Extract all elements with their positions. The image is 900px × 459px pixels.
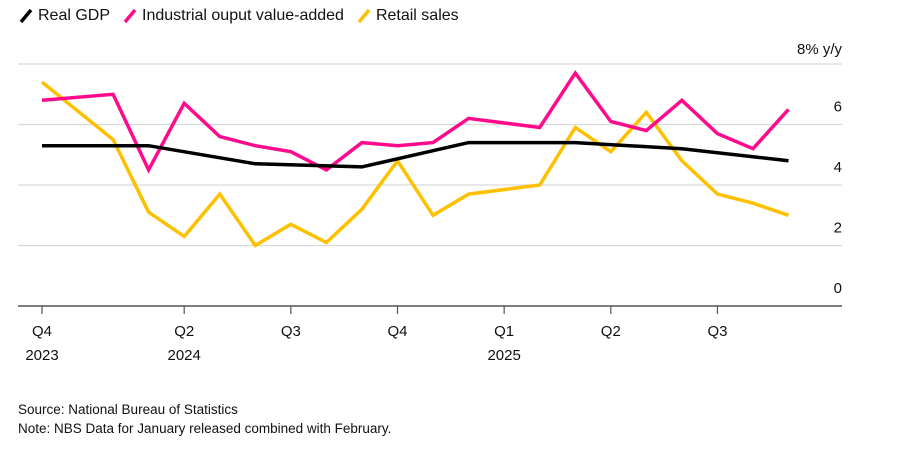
x-tick-label: Q2 [601,323,621,340]
x-tick-label: Q3 [707,323,727,340]
legend-item-industrial-output: Industrial ouput value-added [122,7,344,25]
legend-label: Industrial ouput value-added [142,7,344,24]
legend-label: Retail sales [375,7,459,24]
y-tick-label: 0 [834,280,842,297]
legend-label: Real GDP [38,7,111,24]
y-tick-label: 2 [834,220,842,237]
x-tick-year-label: 2023 [25,347,58,364]
x-tick-label: Q3 [281,323,301,340]
gridlines [18,63,842,247]
legend-swatch-icon [19,8,33,24]
series-line-industrial-ouput-value-added [41,70,790,174]
x-tick-label: Q4 [32,323,52,340]
x-tick-label: Q4 [387,323,407,340]
legend-item-retail-sales: Retail sales [356,7,459,25]
line-chart: 0 2 4 6 8% y/y Q4 2023 Q2 2024 Q3 Q4 Q1 2025 Q2 Q3 [18,41,843,364]
x-axis: Q4 2023 Q2 2024 Q3 Q4 Q1 2025 Q2 Q3 [18,305,842,364]
y-axis-labels: 0 2 4 6 8% y/y [797,41,843,297]
x-tick-year-label: 2024 [168,347,201,364]
y-tick-label: 4 [834,159,842,176]
series-lines [40,70,790,248]
legend-swatch-icon [357,8,371,24]
chart-footer: Source: National Bureau of Statistics No… [18,400,391,438]
y-tick-label: 6 [834,99,842,116]
data-note: Note: NBS Data for January released comb… [18,421,392,436]
x-tick-label: Q2 [174,323,194,340]
legend-swatch-icon [123,8,137,24]
legend: Real GDP Industrial ouput value-added Re… [18,4,471,28]
series-line-real-gdp [42,140,789,169]
series-line-retail-sales [40,80,790,248]
y-tick-label: 8% y/y [797,41,843,58]
x-tick-label: Q1 [494,323,514,340]
source-note: Source: National Bureau of Statistics [18,402,238,417]
x-tick-year-label: 2025 [487,347,520,364]
legend-item-real-gdp: Real GDP [18,7,110,25]
